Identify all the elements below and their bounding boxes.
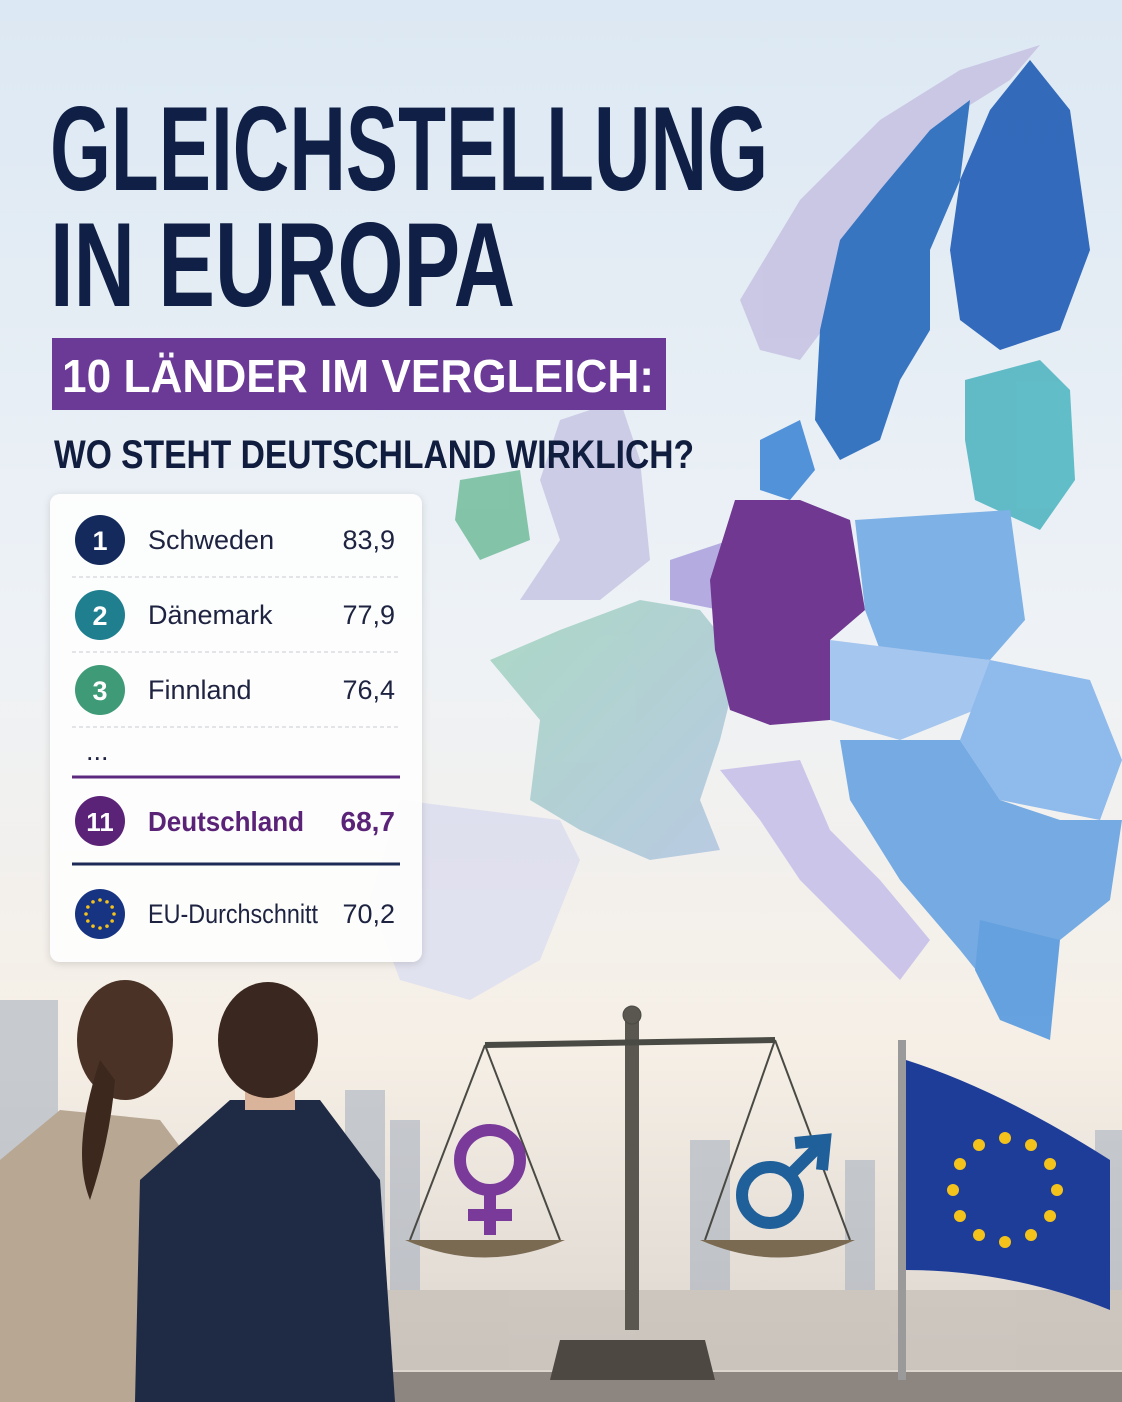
rank: 2	[92, 601, 107, 631]
rank-badge	[75, 665, 125, 715]
rank: 11	[86, 807, 114, 837]
finland	[950, 60, 1090, 350]
map	[370, 45, 1122, 1040]
rank-badge	[75, 796, 125, 846]
star	[953, 1210, 966, 1222]
star	[947, 1184, 959, 1196]
star	[105, 900, 109, 904]
italy	[720, 760, 930, 980]
scales	[405, 1005, 855, 1380]
shape	[622, 1005, 642, 1025]
star	[973, 1229, 985, 1242]
shape	[906, 1060, 1110, 1310]
rank-badge	[75, 590, 125, 640]
star	[1044, 1210, 1057, 1222]
denmark	[760, 420, 815, 500]
eu-flag	[898, 1040, 1110, 1380]
uk	[520, 400, 650, 600]
shape	[484, 1037, 776, 1048]
shape	[82, 1060, 115, 1200]
star	[86, 905, 90, 909]
star	[953, 1158, 966, 1170]
man	[135, 982, 395, 1402]
central	[830, 640, 1000, 740]
star	[999, 1132, 1011, 1144]
shape	[405, 1240, 565, 1258]
title-line: IN EUROPA	[50, 198, 515, 332]
star	[999, 1236, 1011, 1248]
title-line: GLEICHSTELLUNG	[50, 82, 768, 216]
star	[1051, 1184, 1063, 1196]
ireland	[455, 470, 530, 560]
norway	[740, 45, 1040, 360]
star	[91, 924, 95, 928]
score: 68,7	[341, 806, 396, 837]
star	[98, 898, 102, 902]
star	[1025, 1229, 1037, 1242]
ranking-card	[50, 494, 422, 962]
shape	[218, 982, 318, 1098]
star	[86, 919, 90, 923]
score: 77,9	[342, 600, 395, 630]
shape	[409, 1039, 851, 1241]
score: 83,9	[342, 525, 395, 555]
greece	[975, 920, 1060, 1040]
france	[490, 600, 740, 860]
rank: 3	[92, 676, 107, 706]
shape	[390, 1120, 420, 1310]
star	[105, 924, 109, 928]
country: Dänemark	[148, 600, 273, 630]
star	[91, 900, 95, 904]
star	[973, 1138, 985, 1151]
flag-stars	[947, 1132, 1063, 1248]
sweden	[815, 100, 970, 460]
star	[84, 912, 88, 916]
shape	[77, 980, 173, 1100]
germany	[710, 500, 865, 725]
question: WO STEHT DEUTSCHLAND WIRKLICH?	[54, 433, 694, 477]
star	[1025, 1138, 1037, 1151]
shape	[550, 1340, 715, 1380]
shape	[135, 1100, 395, 1402]
country: Schweden	[148, 525, 274, 555]
score: 76,4	[342, 675, 395, 705]
rank: 1	[92, 526, 107, 556]
east	[960, 660, 1122, 820]
star	[110, 919, 114, 923]
iberia	[370, 800, 580, 1000]
country: Deutschland	[148, 806, 304, 837]
ranking-rows: 1 Schweden 83,9 2 Dänemark 77,9 3 Finnland 76,4	[72, 515, 400, 728]
eu-badge-stars	[84, 898, 116, 930]
star	[1044, 1158, 1057, 1170]
shape	[794, 1133, 832, 1171]
country: EU-Durchschnitt	[148, 899, 318, 929]
star	[112, 912, 116, 916]
baltics	[965, 360, 1075, 530]
score: 70,2	[342, 899, 395, 929]
subtitle-box	[52, 338, 666, 410]
eu-badge	[75, 889, 125, 939]
shape	[845, 1160, 875, 1310]
shape	[785, 1140, 825, 1180]
ellipsis: ...	[86, 736, 109, 766]
subtitle: 10 LÄNDER IM VERGLEICH:	[62, 350, 654, 402]
shape	[736, 1161, 804, 1229]
shape	[700, 1240, 855, 1258]
star	[98, 926, 102, 930]
country: Finnland	[148, 675, 252, 705]
balkans	[840, 740, 1122, 1000]
star	[110, 905, 114, 909]
poland	[855, 510, 1025, 660]
rank-badge	[75, 515, 125, 565]
